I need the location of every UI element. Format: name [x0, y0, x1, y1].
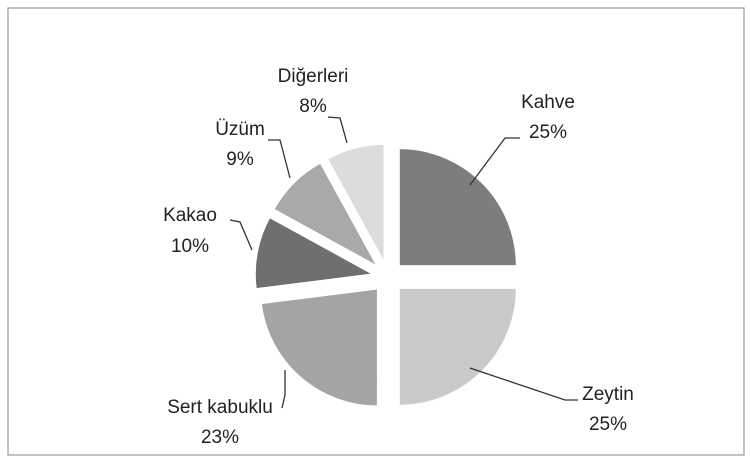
slice-label: Diğerleri — [278, 66, 349, 87]
leader-line — [229, 219, 253, 251]
slice-value-label: 25% — [589, 414, 627, 435]
slice-label: Kahve — [521, 92, 575, 113]
pie-slice — [273, 162, 378, 267]
leader-line — [281, 370, 286, 409]
slice-value-label: 23% — [201, 427, 239, 448]
slice-label: Sert kabuklu — [167, 397, 273, 418]
pie-slice — [260, 288, 378, 407]
pie-slice — [398, 287, 517, 406]
pie-slice — [326, 144, 385, 262]
slice-value-label: 8% — [299, 96, 327, 117]
slice-label: Üzüm — [215, 119, 265, 140]
leader-line — [327, 116, 348, 144]
leader-line — [268, 139, 291, 179]
slice-label: Zeytin — [582, 384, 634, 405]
slice-value-label: 9% — [226, 149, 254, 170]
pie-slice — [254, 216, 374, 290]
leader-line — [469, 137, 520, 186]
slice-value-label: 10% — [171, 236, 209, 257]
pie-slice — [398, 148, 517, 267]
leader-line — [469, 367, 578, 401]
slice-label: Kakao — [163, 205, 217, 226]
slice-value-label: 25% — [529, 122, 567, 143]
